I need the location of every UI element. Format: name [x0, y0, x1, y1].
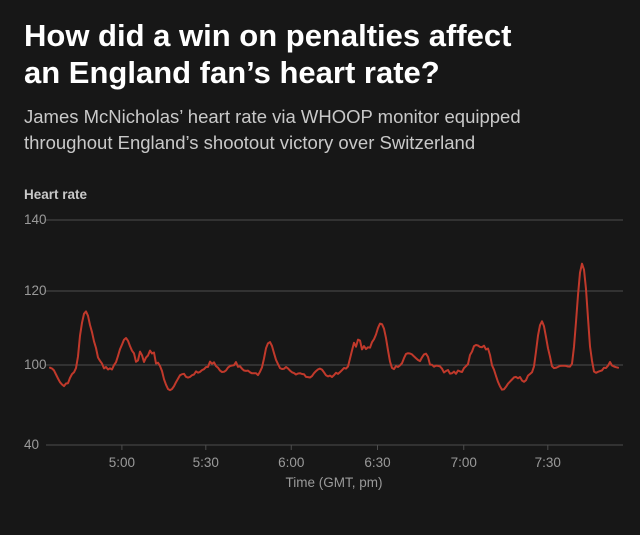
svg-text:7:00: 7:00 — [451, 455, 477, 470]
svg-text:120: 120 — [24, 283, 47, 298]
svg-text:6:30: 6:30 — [364, 455, 390, 470]
svg-text:7:30: 7:30 — [535, 455, 561, 470]
svg-text:5:30: 5:30 — [193, 455, 219, 470]
svg-text:5:00: 5:00 — [109, 455, 135, 470]
svg-text:100: 100 — [24, 357, 47, 372]
svg-text:40: 40 — [24, 437, 39, 452]
svg-text:6:00: 6:00 — [278, 455, 304, 470]
svg-text:Time (GMT, pm): Time (GMT, pm) — [286, 475, 383, 490]
svg-text:Heart rate: Heart rate — [24, 187, 88, 202]
svg-text:140: 140 — [24, 212, 47, 227]
